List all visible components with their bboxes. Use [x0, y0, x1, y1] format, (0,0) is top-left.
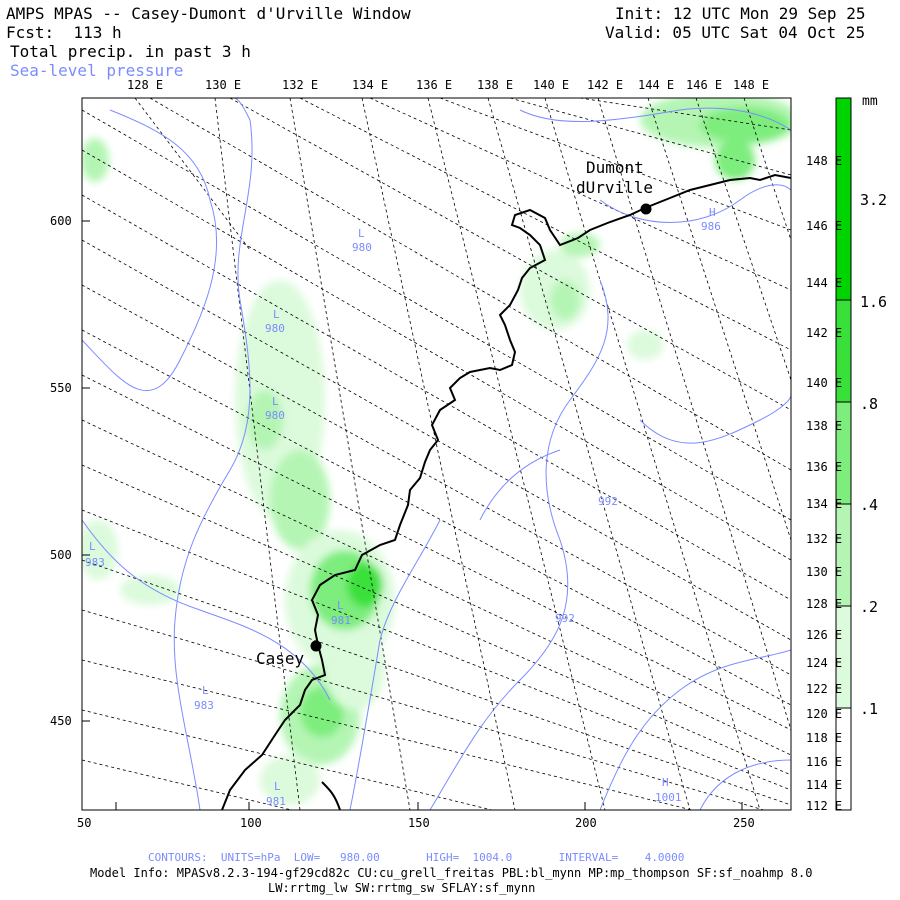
- right-lon-label: 138 E: [806, 419, 843, 433]
- pressure-center-value: 980: [352, 241, 372, 254]
- graticule: [82, 98, 791, 810]
- colorbar-level: .1: [860, 700, 879, 718]
- pressure-center-symbol: H: [709, 206, 716, 219]
- casey-station-marker: [310, 640, 322, 652]
- physics-info: LW:rrtmg_lw SW:rrtmg_sw SFLAY:sf_mynn: [268, 881, 536, 895]
- x-tick-label: 150: [408, 816, 430, 830]
- top-lon-label: 138 E: [477, 78, 514, 92]
- right-lon-label: 124 E: [806, 656, 843, 670]
- pressure-center-symbol: L: [202, 684, 209, 697]
- top-lon-label: 148 E: [733, 78, 770, 92]
- pressure-center-symbol: L: [337, 599, 344, 612]
- right-lon-label: 112 E: [806, 799, 843, 813]
- contour-info: CONTOURS: UNITS=hPa LOW= 980.00 HIGH= 10…: [148, 851, 685, 864]
- pressure-center-value: 1001: [655, 791, 682, 804]
- pressure-center-value: 983: [194, 699, 214, 712]
- right-lon-label: 136 E: [806, 460, 843, 474]
- colorbar-level: .4: [860, 496, 879, 514]
- contour-label: 992: [598, 495, 618, 508]
- x-tick-label: 250: [733, 816, 755, 830]
- pressure-center-value: 980: [265, 322, 285, 335]
- y-tick-label: 500: [50, 548, 72, 562]
- right-lon-label: 130 E: [806, 565, 843, 579]
- slp-contours: [82, 98, 791, 810]
- top-lon-label: 128 E: [127, 78, 164, 92]
- top-lon-label: 146 E: [686, 78, 723, 92]
- overlay-name: Sea-level pressure: [10, 61, 184, 80]
- top-lon-label: 130 E: [205, 78, 242, 92]
- pressure-center-value: 981: [331, 614, 351, 627]
- pressure-center-symbol: L: [89, 540, 96, 553]
- right-lon-label: 134 E: [806, 497, 843, 511]
- x-tick-label: 200: [575, 816, 597, 830]
- right-lon-label: 122 E: [806, 682, 843, 696]
- pressure-center-symbol: L: [272, 395, 279, 408]
- precip-fill: [82, 98, 791, 805]
- model-info: Model Info: MPASv8.2.3-194-gf29cd82c CU:…: [90, 866, 813, 880]
- right-lon-label: 118 E: [806, 731, 843, 745]
- top-lon-label: 140 E: [533, 78, 570, 92]
- right-lon-label: 148 E: [806, 154, 843, 168]
- y-tick-label: 600: [50, 214, 72, 228]
- right-lon-label: 126 E: [806, 628, 843, 642]
- pressure-center-value: 981: [266, 795, 286, 808]
- x-tick-label: 50: [77, 816, 92, 830]
- pressure-center-symbol: H: [662, 776, 669, 789]
- pressure-center-symbol: L: [274, 780, 281, 793]
- right-lon-label: 146 E: [806, 219, 843, 233]
- y-tick-label: 550: [50, 381, 72, 395]
- pressure-center-symbol: L: [358, 227, 365, 240]
- colorbar-level: .2: [860, 598, 879, 616]
- colorbar-unit: mm: [862, 94, 878, 109]
- right-lon-label: 132 E: [806, 532, 843, 546]
- right-lon-label: 128 E: [806, 597, 843, 611]
- contour-label: 992: [555, 612, 575, 625]
- top-lon-label: 134 E: [352, 78, 389, 92]
- map-frame: [81, 97, 792, 811]
- colorbar-level: 3.2: [860, 191, 888, 209]
- right-lon-label: 114 E: [806, 778, 843, 792]
- y-tick-label: 450: [50, 714, 72, 728]
- pressure-center-value: 986: [701, 220, 721, 233]
- pressure-center-value: 983: [85, 556, 105, 569]
- field-name: Total precip. in past 3 h: [10, 42, 251, 61]
- dumont-label-line1: Dumont: [586, 158, 644, 177]
- pressure-center-symbol: L: [273, 308, 280, 321]
- pressure-center-value: 980: [265, 409, 285, 422]
- colorbar-level: 1.6: [860, 293, 888, 311]
- colorbar: [835, 97, 852, 811]
- top-lon-label: 136 E: [416, 78, 453, 92]
- dumont-label-line2: dUrville: [576, 178, 653, 197]
- top-lon-label: 142 E: [587, 78, 624, 92]
- colorbar-level: .8: [860, 395, 879, 413]
- top-lon-label: 144 E: [638, 78, 675, 92]
- x-tick-label: 100: [240, 816, 262, 830]
- right-lon-label: 140 E: [806, 376, 843, 390]
- forecast-hour: Fcst: 113 h: [6, 23, 122, 42]
- casey-label: Casey: [256, 649, 305, 668]
- valid-time: Valid: 05 UTC Sat 04 Oct 25: [605, 23, 866, 42]
- dumont-durville-station-marker: [640, 203, 652, 215]
- right-lon-label: 120 E: [806, 707, 843, 721]
- right-lon-label: 116 E: [806, 755, 843, 769]
- right-lon-label: 142 E: [806, 326, 843, 340]
- top-lon-label: 132 E: [282, 78, 319, 92]
- init-time: Init: 12 UTC Mon 29 Sep 25: [615, 4, 866, 23]
- map-title: AMPS MPAS -- Casey-Dumont d'Urville Wind…: [6, 4, 411, 23]
- right-lon-label: 144 E: [806, 276, 843, 290]
